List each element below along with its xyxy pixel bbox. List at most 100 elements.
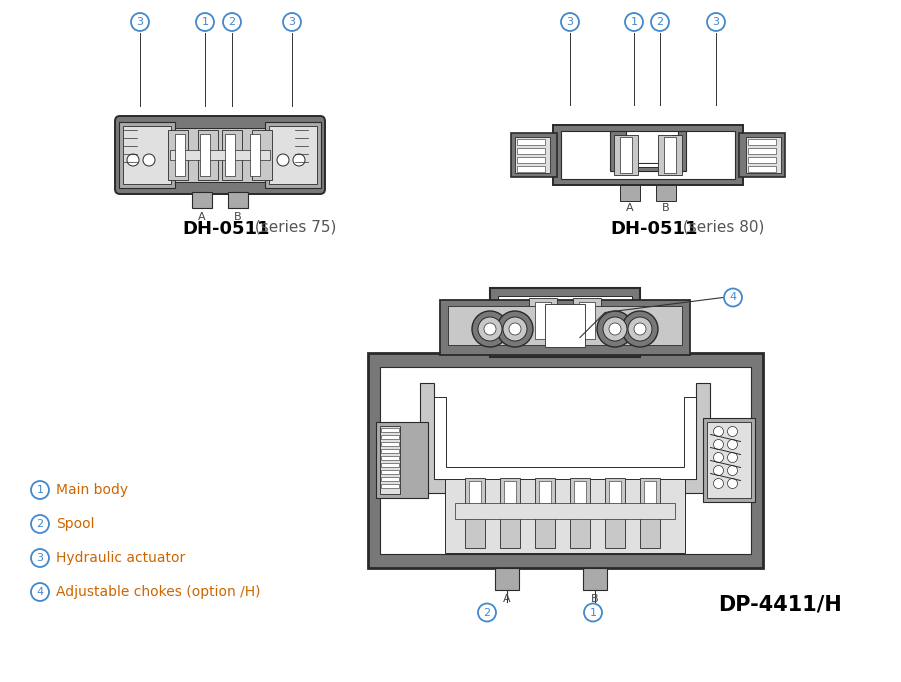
Polygon shape — [420, 383, 710, 492]
Text: 1: 1 — [37, 485, 43, 495]
FancyBboxPatch shape — [115, 116, 325, 194]
Text: Adjustable chokes (option /H): Adjustable chokes (option /H) — [56, 585, 260, 599]
Circle shape — [597, 311, 633, 347]
Circle shape — [293, 154, 305, 166]
Bar — [380, 434, 398, 439]
Circle shape — [651, 13, 669, 31]
Bar — [119, 122, 175, 188]
Circle shape — [277, 154, 289, 166]
Text: Spool: Spool — [56, 517, 95, 531]
Bar — [515, 137, 550, 173]
Bar — [545, 303, 585, 346]
Bar — [250, 134, 260, 176]
Text: 1: 1 — [631, 17, 638, 27]
Circle shape — [609, 323, 621, 335]
Circle shape — [714, 479, 724, 488]
Circle shape — [31, 481, 49, 499]
Bar — [225, 134, 235, 176]
Text: 2: 2 — [229, 17, 235, 27]
Circle shape — [472, 311, 508, 347]
Circle shape — [714, 452, 724, 462]
Bar — [739, 133, 785, 177]
Bar — [561, 131, 735, 179]
Bar — [535, 477, 555, 548]
Circle shape — [127, 154, 139, 166]
Circle shape — [31, 515, 49, 533]
Circle shape — [484, 323, 496, 335]
Bar — [380, 484, 398, 488]
Circle shape — [727, 466, 738, 475]
Text: 3: 3 — [136, 17, 143, 27]
Bar — [440, 299, 690, 355]
Bar — [553, 125, 743, 185]
Bar — [368, 353, 762, 567]
Polygon shape — [434, 396, 696, 479]
Bar — [269, 126, 317, 184]
Bar — [192, 192, 212, 208]
Bar — [517, 139, 545, 145]
Circle shape — [31, 549, 49, 567]
Circle shape — [283, 13, 301, 31]
Circle shape — [131, 13, 149, 31]
Bar — [517, 157, 545, 163]
Text: (series 80): (series 80) — [678, 220, 764, 235]
Circle shape — [727, 426, 738, 436]
Bar — [706, 421, 751, 497]
Circle shape — [625, 13, 643, 31]
Bar — [380, 428, 398, 432]
Circle shape — [628, 317, 652, 341]
Circle shape — [196, 13, 214, 31]
Bar — [614, 135, 638, 175]
Text: B: B — [591, 593, 599, 604]
Bar — [380, 456, 398, 460]
Bar — [517, 148, 545, 154]
Text: 3: 3 — [288, 17, 296, 27]
Circle shape — [622, 311, 658, 347]
Bar — [228, 192, 248, 208]
Bar — [123, 126, 171, 184]
Text: DH-0511: DH-0511 — [182, 220, 269, 238]
Text: 3: 3 — [713, 17, 720, 27]
Circle shape — [584, 604, 602, 621]
Text: B: B — [234, 212, 241, 222]
Text: 2: 2 — [657, 17, 663, 27]
Circle shape — [727, 479, 738, 488]
Bar — [573, 297, 601, 342]
Bar — [620, 137, 632, 173]
Bar — [504, 481, 516, 511]
Bar — [175, 134, 185, 176]
Bar — [495, 567, 519, 589]
Bar — [380, 469, 398, 473]
Text: 2: 2 — [36, 519, 43, 529]
Bar — [656, 185, 676, 201]
Circle shape — [714, 439, 724, 449]
Circle shape — [707, 13, 725, 31]
Bar — [746, 137, 781, 173]
Bar — [198, 130, 218, 180]
Circle shape — [223, 13, 241, 31]
Circle shape — [31, 583, 49, 601]
Circle shape — [603, 317, 627, 341]
Bar — [658, 135, 682, 175]
Text: B: B — [662, 203, 669, 213]
Text: DP-4411/H: DP-4411/H — [718, 595, 842, 615]
Circle shape — [727, 452, 738, 462]
Bar — [170, 150, 270, 160]
Bar — [380, 477, 398, 481]
Text: DH-0511: DH-0511 — [610, 220, 697, 238]
Circle shape — [724, 288, 742, 306]
Text: 4: 4 — [36, 587, 43, 597]
Bar — [748, 157, 776, 163]
Bar — [748, 148, 776, 154]
Text: 1: 1 — [589, 608, 596, 617]
Text: 4: 4 — [730, 293, 736, 303]
Bar — [703, 417, 754, 501]
Circle shape — [509, 323, 521, 335]
Bar — [579, 301, 595, 338]
Bar — [529, 297, 557, 342]
Text: 2: 2 — [484, 608, 490, 617]
Text: A: A — [198, 212, 205, 222]
Text: 3: 3 — [567, 17, 574, 27]
Bar — [380, 462, 398, 466]
Bar — [498, 295, 632, 344]
